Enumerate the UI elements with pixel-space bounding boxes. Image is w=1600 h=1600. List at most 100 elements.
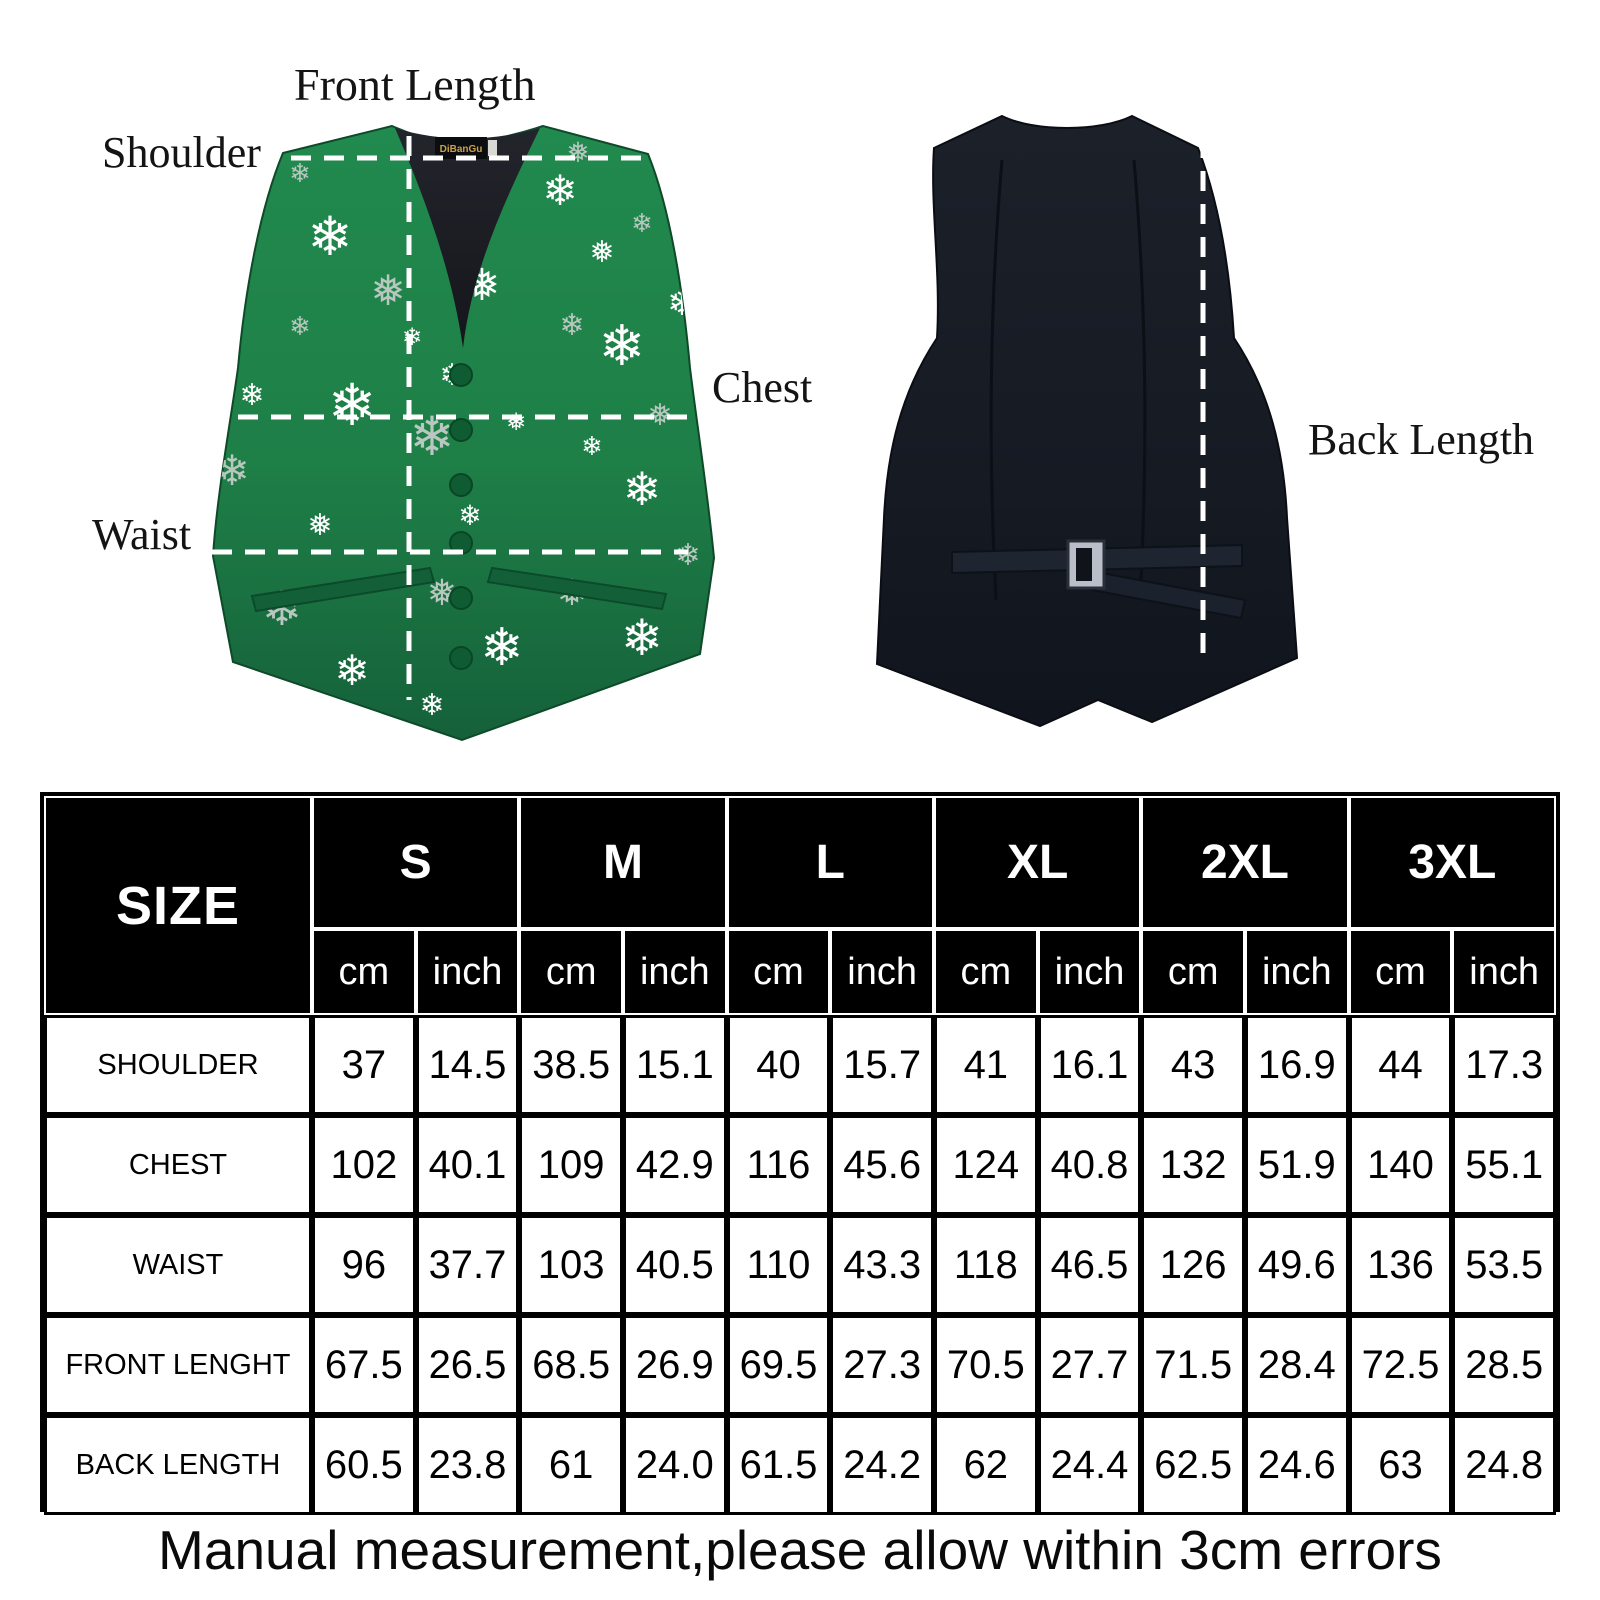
size-header-3XL: 3XL	[1348, 796, 1556, 929]
size-value-cell: 67.5	[312, 1315, 416, 1415]
unit-header-S-inch: inch	[415, 929, 520, 1015]
size-value-cell: 61.5	[726, 1415, 831, 1515]
snowflake-icon: ❅	[307, 508, 332, 543]
snowflake-icon: ❄	[307, 205, 352, 268]
size-value-cell: 96	[312, 1215, 416, 1315]
size-value-cell: 15.1	[622, 1015, 727, 1115]
snowflake-icon: ❄	[559, 308, 584, 343]
unit-header-L-inch: inch	[830, 929, 934, 1015]
snowflake-icon: ❄	[631, 209, 653, 239]
row-label: CHEST	[44, 1115, 312, 1215]
unit-header-3XL-inch: inch	[1452, 929, 1556, 1015]
vest-illustrations: ❄❄❄❅❄❄❄❅❄❄❅❄❅❄❄❅❄❄❄❅❄❄❄❄❅❄❄❄❅❄❄❅❄❅❄❅	[205, 103, 1299, 742]
unit-header-3XL-cm: cm	[1348, 929, 1453, 1015]
vest-measurement-diagram: ❄❄❄❅❄❄❄❅❄❄❅❄❅❄❄❅❄❄❄❅❄❄❄❄❅❄❄❄❅❄❄❅❄❅❄❅	[0, 0, 1600, 792]
size-value-cell: 42.9	[622, 1115, 727, 1215]
snowflake-icon: ❄	[675, 538, 700, 573]
back-vest-right-seam	[1132, 159, 1147, 601]
size-value-cell: 72.5	[1348, 1315, 1453, 1415]
size-value-cell: 126	[1141, 1215, 1245, 1315]
size-value-cell: 14.5	[415, 1015, 520, 1115]
size-header-XL: XL	[933, 796, 1142, 929]
snowflake-icon: ❄	[289, 312, 311, 342]
size-value-cell: 27.7	[1037, 1315, 1142, 1415]
size-value-cell: 28.5	[1452, 1315, 1556, 1415]
size-chart-table: SIZE S M L XL 2XL 3XL cm inch cm inch cm inch cm inch c…	[40, 792, 1560, 1515]
snowflake-icon: ❄	[419, 688, 444, 723]
unit-header-2XL-inch: inch	[1244, 929, 1349, 1015]
front-length-label: Front Length	[294, 59, 536, 110]
back-length-label: Back Length	[1308, 415, 1535, 464]
size-value-cell: 70.5	[933, 1315, 1038, 1415]
unit-header-XL-inch: inch	[1037, 929, 1142, 1015]
size-value-cell: 24.4	[1037, 1415, 1142, 1515]
size-value-cell: 17.3	[1452, 1015, 1556, 1115]
snowflake-icon: ❅	[589, 235, 614, 270]
snowflake-icon: ❅	[566, 136, 589, 169]
size-value-cell: 24.8	[1452, 1415, 1556, 1515]
measurement-disclaimer: Manual measurement,please allow within 3…	[158, 1519, 1442, 1581]
front-vest-neck-lining	[395, 128, 540, 348]
size-header-2XL: 2XL	[1141, 796, 1349, 929]
row-label: FRONT LENGHT	[44, 1315, 312, 1415]
size-value-cell: 28.4	[1244, 1315, 1349, 1415]
size-value-cell: 43.3	[830, 1215, 934, 1315]
size-value-cell: 62.5	[1141, 1415, 1245, 1515]
snowflake-icon: ❄	[542, 166, 577, 215]
size-header-S: S	[312, 796, 520, 929]
size-value-cell: 24.6	[1244, 1415, 1349, 1515]
size-corner-header: SIZE	[44, 796, 312, 1015]
size-value-cell: 110	[726, 1215, 831, 1315]
snowflake-icon: ❄	[480, 618, 524, 678]
brand-label-text: DiBanGu	[440, 144, 483, 155]
back-vest-illustration	[875, 114, 1299, 728]
back-vest-body	[875, 114, 1299, 728]
brand-label: DiBanGu	[435, 137, 497, 159]
size-value-cell: 24.2	[830, 1415, 934, 1515]
snowflake-icon: ❅	[506, 408, 526, 436]
size-value-cell: 45.6	[830, 1115, 934, 1215]
size-value-cell: 118	[933, 1215, 1038, 1315]
size-value-cell: 49.6	[1244, 1215, 1349, 1315]
size-value-cell: 40	[726, 1015, 831, 1115]
snowflake-icon: ❄	[667, 283, 697, 324]
size-value-cell: 69.5	[726, 1315, 831, 1415]
size-value-cell: 40.1	[415, 1115, 520, 1215]
size-value-cell: 103	[519, 1215, 623, 1315]
snowflake-icon: ❄	[334, 646, 369, 695]
size-value-cell: 43	[1141, 1015, 1245, 1115]
snowflake-icon: ❄	[402, 323, 422, 351]
size-value-cell: 62	[933, 1415, 1038, 1515]
size-value-cell: 40.5	[622, 1215, 727, 1315]
unit-header-XL-cm: cm	[933, 929, 1038, 1015]
size-value-cell: 44	[1348, 1015, 1453, 1115]
front-vest-illustration: ❄❄❄❅❄❄❄❅❄❄❅❄❅❄❄❅❄❄❄❅❄❄❄❄❅❄❄❄❅❄❄❅❄❅❄❅	[211, 124, 716, 742]
snowflake-icon: ❄	[224, 184, 253, 224]
row-label: SHOULDER	[44, 1015, 312, 1115]
unit-header-2XL-cm: cm	[1141, 929, 1245, 1015]
size-value-cell: 71.5	[1141, 1315, 1245, 1415]
shoulder-label: Shoulder	[102, 128, 261, 177]
size-value-cell: 16.9	[1244, 1015, 1349, 1115]
snowflake-icon: ❄	[328, 371, 377, 439]
size-value-cell: 37.7	[415, 1215, 520, 1315]
size-value-cell: 23.8	[415, 1415, 520, 1515]
size-value-cell: 24.0	[622, 1415, 727, 1515]
size-value-cell: 16.1	[1037, 1015, 1142, 1115]
snowflake-icon: ❄	[587, 695, 612, 730]
snowflake-icon: ❄	[623, 462, 662, 516]
snowflake-icon: ❅	[677, 662, 699, 692]
size-value-cell: 38.5	[519, 1015, 623, 1115]
row-label: WAIST	[44, 1215, 312, 1315]
size-value-cell: 27.3	[830, 1315, 934, 1415]
unit-header-M-inch: inch	[622, 929, 727, 1015]
front-vest-buttons	[449, 363, 473, 670]
size-header-M: M	[519, 796, 727, 929]
measurement-lines	[205, 103, 1206, 700]
row-label: BACK LENGTH	[44, 1415, 312, 1515]
size-value-cell: 61	[519, 1415, 623, 1515]
size-header-L: L	[726, 796, 934, 929]
size-value-cell: 68.5	[519, 1315, 623, 1415]
snowflake-icon: ❄	[289, 159, 311, 189]
size-value-cell: 102	[312, 1115, 416, 1215]
